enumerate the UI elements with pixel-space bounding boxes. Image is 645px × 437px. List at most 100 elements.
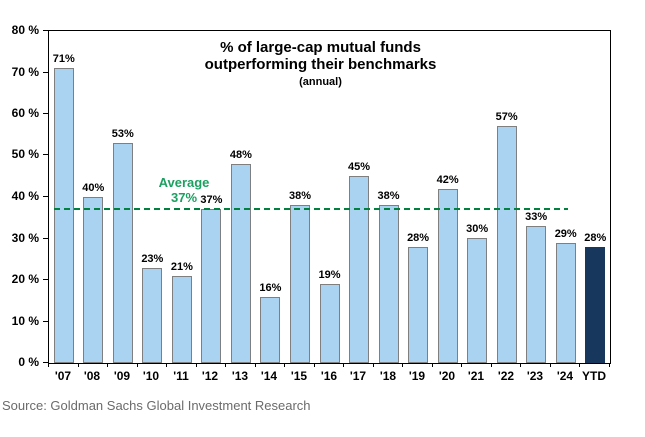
y-axis-tick bbox=[43, 196, 48, 197]
x-axis-label: '11 bbox=[173, 369, 189, 383]
average-label-value: 37% bbox=[170, 190, 198, 205]
x-axis-tick bbox=[491, 363, 492, 367]
x-axis-tick bbox=[107, 363, 108, 367]
x-axis-tick bbox=[48, 363, 49, 367]
y-axis-label: 0 % bbox=[18, 355, 39, 369]
x-axis-label: YTD bbox=[582, 369, 606, 383]
x-axis-label: '13 bbox=[231, 369, 249, 383]
y-axis-tick bbox=[43, 154, 48, 155]
y-axis-tick bbox=[43, 30, 48, 31]
x-axis-label: '18 bbox=[379, 369, 397, 383]
y-axis-label: 50 % bbox=[11, 147, 39, 161]
bar-value-label: 33% bbox=[525, 211, 548, 223]
x-axis-label: '17 bbox=[349, 369, 367, 383]
x-axis-label: '20 bbox=[438, 369, 456, 383]
y-axis-label: 60 % bbox=[11, 106, 39, 120]
bar-20 bbox=[437, 189, 458, 363]
bar-value-label: 16% bbox=[259, 282, 282, 294]
x-axis-tick bbox=[166, 363, 167, 367]
bar-value-label: 28% bbox=[584, 232, 607, 244]
y-axis-label: 80 % bbox=[11, 23, 39, 37]
bar-value-label: 38% bbox=[288, 190, 311, 202]
average-line bbox=[54, 208, 568, 210]
y-axis-label: 40 % bbox=[11, 189, 39, 203]
average-label-text: Average bbox=[158, 175, 210, 190]
plot-area: Average 37% 71% 40% 53% 23% 21% 37% 48% 16% 38% 1… bbox=[48, 30, 611, 364]
x-axis: '07 '08 '09 '10 '11 '12 '13 '14 '15 '16 '17 '18 '19 '… bbox=[48, 363, 611, 387]
bar-value-label: 19% bbox=[318, 269, 341, 281]
x-axis-label: '15 bbox=[290, 369, 308, 383]
x-axis-label: '12 bbox=[201, 369, 219, 383]
x-axis-label: '08 bbox=[83, 369, 101, 383]
x-axis-tick bbox=[314, 363, 315, 367]
bar-value-label: 38% bbox=[377, 190, 400, 202]
bar-value-label: 57% bbox=[495, 111, 518, 123]
bar-value-label: 30% bbox=[466, 223, 489, 235]
bar-19 bbox=[408, 247, 429, 363]
bar-13 bbox=[230, 164, 251, 363]
bar-value-label: 71% bbox=[52, 53, 75, 65]
bar-17 bbox=[349, 176, 370, 363]
bar-08 bbox=[83, 197, 104, 363]
y-axis-label: 10 % bbox=[11, 314, 39, 328]
bar-23 bbox=[526, 226, 547, 363]
x-axis-tick bbox=[196, 363, 197, 367]
x-axis-label: '07 bbox=[54, 369, 72, 383]
x-axis-tick bbox=[579, 363, 580, 367]
y-axis-tick bbox=[43, 362, 48, 363]
bar-21 bbox=[467, 238, 488, 363]
bar-09 bbox=[112, 143, 133, 363]
x-axis-label: '21 bbox=[467, 369, 485, 383]
bar-14 bbox=[260, 297, 281, 363]
x-axis-label: '10 bbox=[142, 369, 160, 383]
x-axis-label: '14 bbox=[260, 369, 278, 383]
x-axis-label: '24 bbox=[556, 369, 574, 383]
x-axis-tick bbox=[373, 363, 374, 367]
bar-12 bbox=[201, 209, 222, 363]
bar-22 bbox=[496, 126, 517, 363]
source-text: Source: Goldman Sachs Global Investment … bbox=[2, 398, 311, 413]
bar-11 bbox=[171, 276, 192, 363]
x-axis-label: '16 bbox=[320, 369, 338, 383]
bar-value-label: 23% bbox=[141, 253, 164, 265]
bar-15 bbox=[289, 205, 310, 363]
y-axis-tick bbox=[43, 279, 48, 280]
x-axis-tick bbox=[520, 363, 521, 367]
y-axis-tick bbox=[43, 238, 48, 239]
bar-YTD bbox=[585, 247, 606, 363]
y-axis-label: 30 % bbox=[11, 231, 39, 245]
x-axis-tick bbox=[225, 363, 226, 367]
y-axis-tick bbox=[43, 321, 48, 322]
x-axis-label: '22 bbox=[497, 369, 515, 383]
y-axis-label: 70 % bbox=[11, 65, 39, 79]
bar-value-label: 53% bbox=[111, 128, 134, 140]
x-axis-tick bbox=[432, 363, 433, 367]
x-axis-tick bbox=[284, 363, 285, 367]
y-axis: 0 % 10 % 20 % 30 % 40 % 50 % 60 % 70 % 80 % bbox=[0, 23, 48, 369]
bar-value-label: 21% bbox=[170, 261, 193, 273]
bar-18 bbox=[378, 205, 399, 363]
bar-value-label: 29% bbox=[554, 228, 577, 240]
x-axis-tick bbox=[78, 363, 79, 367]
bar-value-label: 42% bbox=[436, 174, 459, 186]
x-axis-tick bbox=[550, 363, 551, 367]
average-label: Average 37% bbox=[142, 175, 226, 205]
bar-07 bbox=[53, 68, 74, 363]
bar-value-label: 48% bbox=[229, 149, 252, 161]
x-axis-tick bbox=[402, 363, 403, 367]
bar-value-label: 28% bbox=[407, 232, 430, 244]
x-axis-tick bbox=[461, 363, 462, 367]
bar-value-label: 45% bbox=[348, 161, 371, 173]
x-axis-tick bbox=[255, 363, 256, 367]
x-axis-label: '19 bbox=[408, 369, 426, 383]
bar-10 bbox=[142, 268, 163, 363]
bar-value-label: 37% bbox=[200, 194, 223, 206]
bar-value-label: 40% bbox=[82, 182, 105, 194]
x-axis-tick bbox=[609, 363, 610, 367]
y-axis-tick bbox=[43, 72, 48, 73]
x-axis-tick bbox=[137, 363, 138, 367]
x-axis-label: '09 bbox=[113, 369, 131, 383]
x-axis-tick bbox=[343, 363, 344, 367]
y-axis-label: 20 % bbox=[11, 272, 39, 286]
